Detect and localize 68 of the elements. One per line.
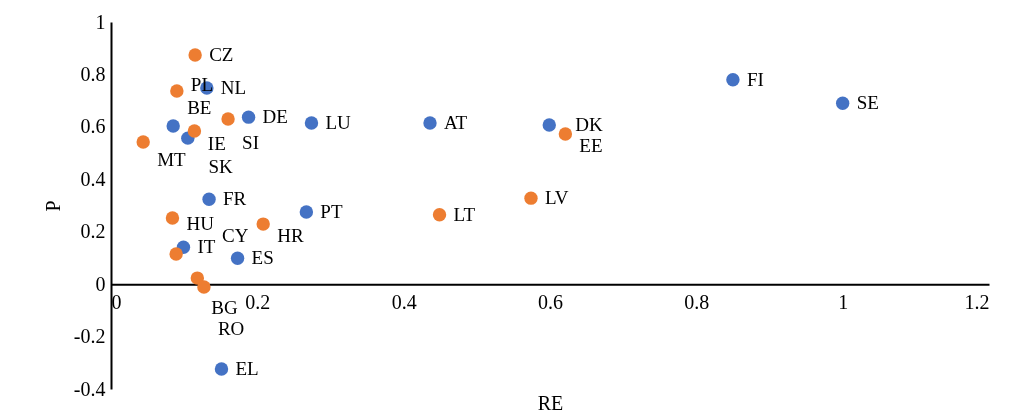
annotation: CZ bbox=[209, 44, 234, 66]
point bbox=[423, 116, 437, 130]
annotation: CY bbox=[222, 225, 249, 246]
point bbox=[214, 362, 229, 376]
point bbox=[170, 84, 184, 98]
annotation: HU bbox=[186, 213, 215, 235]
annotation: DE bbox=[262, 106, 288, 128]
annotation: LV bbox=[544, 187, 569, 209]
annotation: PL bbox=[190, 73, 214, 95]
y-tick-label: 0.2 bbox=[80, 220, 106, 243]
y-tick-label: 0 bbox=[95, 272, 106, 295]
point bbox=[230, 251, 245, 265]
x-tick-label: 0.4 bbox=[391, 290, 417, 313]
x-tick-label: 1 bbox=[838, 290, 849, 313]
point bbox=[187, 124, 202, 138]
point bbox=[256, 217, 270, 231]
annotation: EL bbox=[235, 358, 259, 380]
x-tick-label: 0 bbox=[111, 290, 122, 313]
point bbox=[299, 205, 314, 219]
annotation: SK bbox=[208, 156, 233, 178]
annotation: EE bbox=[579, 134, 603, 156]
point bbox=[188, 48, 202, 62]
point bbox=[542, 118, 556, 132]
annotation: PT bbox=[320, 201, 343, 223]
x-tick-label: 1.2 bbox=[964, 290, 990, 313]
annotation: IT bbox=[197, 236, 216, 258]
point bbox=[726, 72, 740, 87]
annotation: MT bbox=[157, 149, 187, 171]
annotation: SE bbox=[856, 92, 879, 114]
annotation: BE bbox=[187, 97, 212, 119]
y-axis-title: P bbox=[41, 200, 64, 212]
point bbox=[166, 119, 180, 133]
point bbox=[202, 192, 216, 206]
point bbox=[304, 116, 319, 130]
annotation: DK bbox=[575, 114, 603, 136]
annotation: AT bbox=[444, 111, 468, 133]
annotation: RO bbox=[217, 318, 245, 340]
point bbox=[524, 191, 538, 205]
annotation: NL bbox=[220, 77, 247, 99]
point bbox=[835, 96, 850, 110]
x-tick-label: 0.6 bbox=[538, 290, 563, 313]
point bbox=[558, 127, 573, 141]
y-tick-label: 1 bbox=[95, 10, 106, 33]
y-tick-label: -0.2 bbox=[73, 325, 106, 348]
annotation: SI bbox=[242, 131, 259, 153]
point bbox=[169, 247, 183, 261]
y-tick-label: 0.6 bbox=[80, 115, 106, 138]
annotation: HR bbox=[277, 225, 304, 247]
annotation: BG bbox=[211, 297, 239, 319]
annotation: FI bbox=[746, 68, 764, 90]
y-tick-label: -0.4 bbox=[73, 377, 106, 400]
x-tick-label: 0.2 bbox=[245, 290, 271, 313]
point bbox=[241, 110, 256, 124]
annotation: ES bbox=[251, 247, 274, 269]
annotation: LU bbox=[325, 111, 352, 133]
point bbox=[190, 271, 205, 285]
y-tick-label: 0.8 bbox=[80, 62, 106, 85]
point bbox=[165, 211, 180, 225]
point bbox=[221, 112, 235, 126]
point bbox=[197, 280, 211, 294]
annotation: LT bbox=[453, 203, 476, 225]
y-tick-label: 0.4 bbox=[80, 167, 106, 190]
x-tick-label: 0.8 bbox=[684, 290, 710, 313]
point bbox=[136, 135, 150, 149]
annotation: FR bbox=[223, 188, 247, 210]
point bbox=[432, 207, 447, 222]
x-axis-title: RE bbox=[537, 391, 564, 414]
annotation: IE bbox=[207, 133, 226, 155]
